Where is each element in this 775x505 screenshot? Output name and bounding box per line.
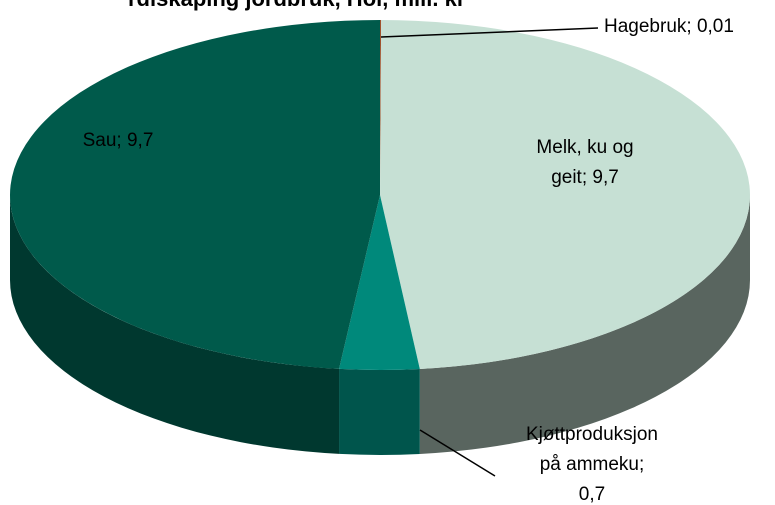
slice-side (419, 195, 751, 454)
slice (9, 20, 380, 369)
leader-line (380, 27, 599, 38)
slice (380, 20, 382, 195)
data-label: Sau; 9,7 (83, 130, 154, 151)
slice (339, 195, 420, 371)
data-label: Hagebruk; 0,01 (604, 16, 734, 37)
data-label: Kjøttproduksjon (526, 424, 658, 445)
slice-side (339, 368, 420, 455)
chart-title: rdiskaping jordbruk, Hol, mill. kr (128, 0, 466, 11)
slice (380, 20, 751, 369)
leader-line (419, 429, 496, 477)
data-label: 0,7 (579, 484, 605, 505)
data-label: Melk, ku og (536, 137, 633, 158)
data-label: på ammeku; (540, 454, 645, 475)
slice-side (10, 195, 340, 454)
data-label: geit; 9,7 (551, 167, 619, 188)
